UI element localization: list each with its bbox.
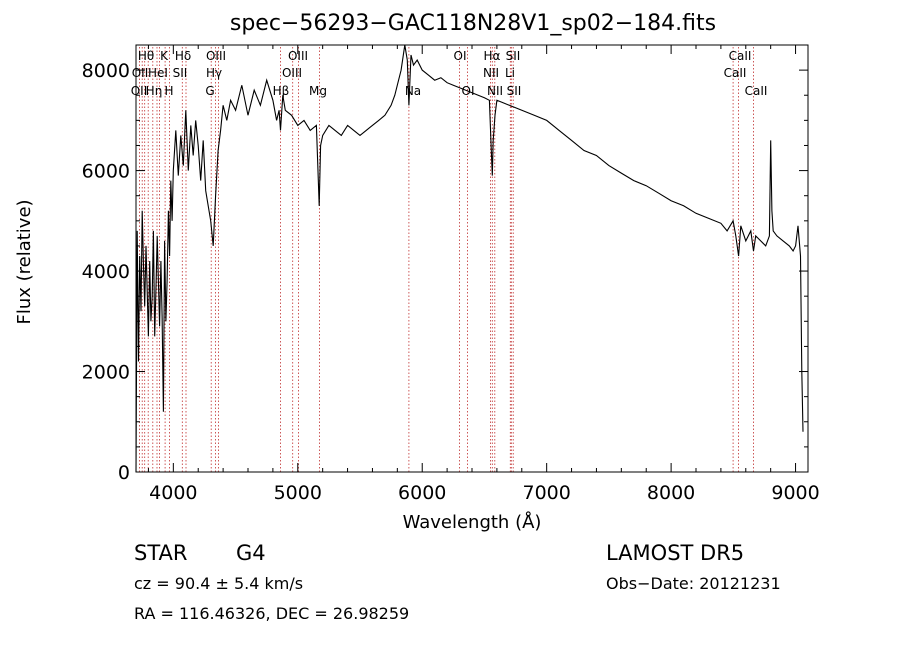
line-label-27: CaII bbox=[745, 84, 768, 98]
line-label-22: Mg bbox=[309, 84, 327, 98]
line-label-17: OII bbox=[131, 84, 148, 98]
line-label-14: NII bbox=[483, 66, 499, 80]
y-tick-label-3: 6000 bbox=[82, 161, 130, 183]
spectral-line-markers bbox=[138, 47, 754, 472]
y-axis-label: Flux (relative) bbox=[14, 199, 35, 324]
line-label-23: Na bbox=[405, 84, 421, 98]
line-label-15: Li bbox=[505, 66, 515, 80]
y-axis-ticks: 0 2000 4000 6000 8000 bbox=[82, 60, 808, 484]
chart-title: spec−56293−GAC118N28V1_sp02−184.fits bbox=[230, 11, 716, 36]
line-label-26: SII bbox=[507, 84, 522, 98]
x-tick-label-2: 6000 bbox=[398, 482, 446, 504]
coordinates-readout: RA = 116.46326, DEC = 26.98259 bbox=[134, 604, 409, 623]
y-tick-label-2: 4000 bbox=[82, 261, 130, 283]
line-label-10: HeI bbox=[148, 66, 168, 80]
y-tick-label-4: 8000 bbox=[82, 60, 130, 82]
object-subclass: G4 bbox=[236, 541, 266, 565]
x-axis-label: Wavelength (Å) bbox=[403, 511, 542, 533]
x-tick-label-3: 7000 bbox=[522, 482, 570, 504]
x-tick-label-1: 5000 bbox=[274, 482, 322, 504]
x-tick-label-0: 4000 bbox=[149, 482, 197, 504]
line-label-6: Hα bbox=[484, 49, 501, 63]
line-label-5: OI bbox=[454, 49, 467, 63]
line-label-16: CaII bbox=[724, 66, 747, 80]
line-label-0: Hθ bbox=[138, 49, 154, 63]
line-label-2: Hδ bbox=[175, 49, 191, 63]
line-label-9: OII bbox=[132, 66, 149, 80]
y-tick-label-0: 0 bbox=[118, 462, 130, 484]
object-class: STAR bbox=[134, 541, 187, 565]
line-label-21: Hβ bbox=[273, 84, 290, 98]
line-label-1: K bbox=[160, 49, 169, 63]
line-label-13: OIII bbox=[282, 66, 302, 80]
line-label-3: OIII bbox=[206, 49, 226, 63]
line-label-11: SII bbox=[173, 66, 188, 80]
line-label-18: Hη bbox=[146, 84, 163, 98]
plot-frame bbox=[135, 44, 809, 473]
line-label-20: G bbox=[205, 84, 214, 98]
x-tick-label-4: 8000 bbox=[647, 482, 695, 504]
line-label-25: NII bbox=[487, 84, 503, 98]
observation-date: Obs−Date: 20121231 bbox=[606, 574, 781, 593]
line-label-8: CaII bbox=[729, 49, 752, 63]
line-label-7: SII bbox=[506, 49, 521, 63]
y-tick-label-1: 2000 bbox=[82, 362, 130, 384]
spectral-line-labels: Hθ K Hδ OIII OIII OI Hα SII CaII OII HeI SII Hγ OIII N… bbox=[131, 49, 768, 98]
x-tick-label-5: 9000 bbox=[771, 482, 819, 504]
survey-name: LAMOST DR5 bbox=[606, 541, 744, 565]
line-label-4: OIII bbox=[288, 49, 308, 63]
line-label-19: H bbox=[164, 84, 173, 98]
line-label-12: Hγ bbox=[206, 66, 222, 80]
x-axis-ticks: 4000 5000 6000 7000 8000 9000 bbox=[147, 45, 820, 504]
redshift-readout: cz = 90.4 ± 5.4 km/s bbox=[134, 574, 303, 593]
spectrum-series bbox=[135, 44, 804, 473]
